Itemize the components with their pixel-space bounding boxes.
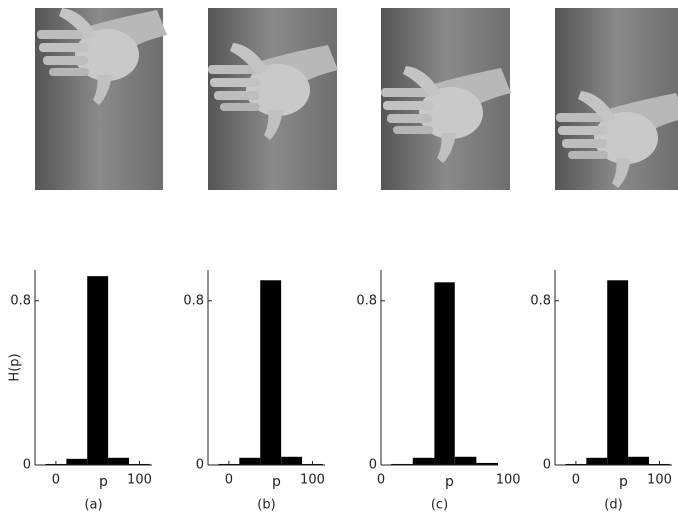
bar	[413, 458, 435, 465]
x-label: p	[445, 474, 454, 490]
y-tick-label: 0.8	[530, 293, 551, 308]
y-tick-label: 0.8	[183, 293, 204, 308]
bar	[455, 457, 477, 465]
x-tick-label: 100	[496, 473, 521, 488]
x-label: p	[619, 474, 628, 490]
y-tick-label: 0	[196, 458, 204, 473]
bar	[281, 457, 302, 465]
y-tick-label: 0	[543, 458, 551, 473]
x-label: p	[272, 474, 281, 490]
bar	[108, 458, 129, 465]
bar	[87, 276, 108, 465]
x-tick-label: 100	[647, 473, 672, 488]
image-c	[381, 8, 511, 190]
bar	[628, 457, 649, 465]
bar	[607, 280, 628, 465]
y-label: H(p)	[8, 353, 23, 381]
x-tick-label: 100	[127, 473, 152, 488]
caption: (c)	[431, 498, 448, 513]
bar	[260, 280, 281, 465]
bar	[434, 282, 454, 465]
caption: (a)	[84, 498, 102, 513]
image-d	[555, 8, 678, 190]
caption: (d)	[604, 498, 622, 513]
x-tick-label: 0	[52, 473, 60, 488]
caption: (b)	[257, 498, 275, 513]
y-tick-label: 0.8	[356, 293, 377, 308]
bar	[239, 458, 260, 465]
x-tick-label: 100	[300, 473, 325, 488]
y-tick-label: 0	[369, 458, 377, 473]
x-label: p	[99, 474, 108, 490]
figure: 0 0.8 0 100 p H(p) (a) 0 0.8 0 100 p (b) 0 0.8 0 100 p (c)…	[0, 0, 678, 516]
bar	[586, 458, 607, 465]
y-tick-label: 0	[23, 458, 31, 473]
x-tick-label: 0	[572, 473, 580, 488]
x-tick-label: 0	[225, 473, 233, 488]
page: {"chart_data": [ {"type": "histogram", "…	[0, 0, 678, 516]
image-a	[35, 8, 167, 190]
bar	[66, 459, 87, 465]
x-tick-label: 0	[377, 473, 385, 488]
image-b	[208, 8, 338, 190]
y-tick-label: 0.8	[10, 293, 31, 308]
